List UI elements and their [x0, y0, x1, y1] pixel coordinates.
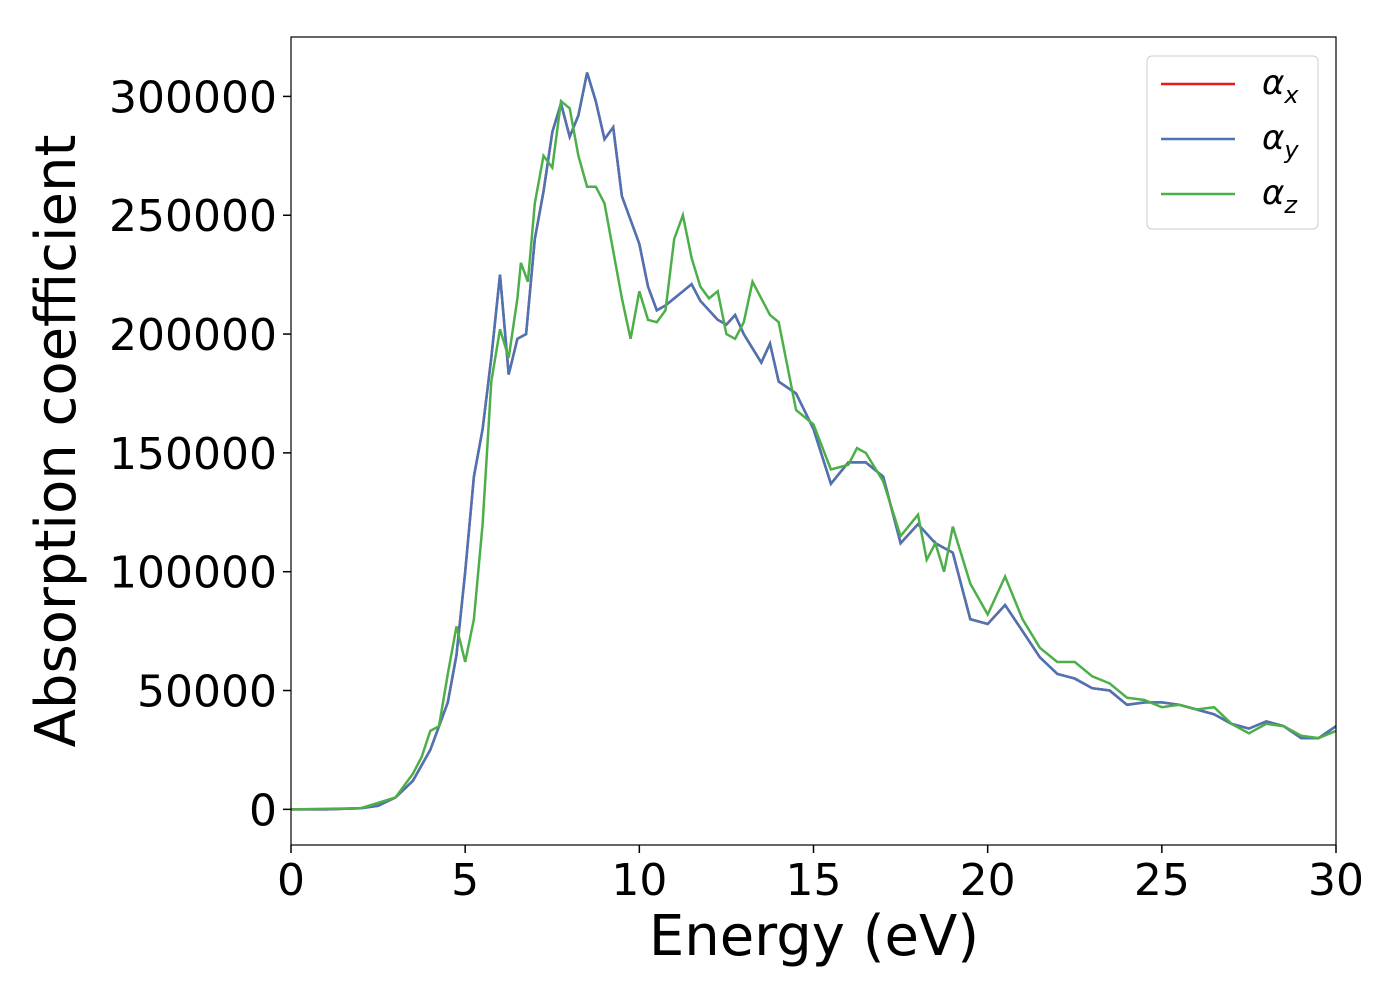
series-line [291, 98, 1336, 811]
x-tick-label: 30 [1308, 855, 1364, 906]
x-axis-label: Energy (eV) [649, 904, 979, 969]
legend-box [1146, 55, 1319, 230]
x-tick-label: 25 [1134, 855, 1190, 906]
x-tick-label: 20 [960, 855, 1016, 906]
y-tick-label: 100000 [109, 548, 277, 599]
x-tick-label: 5 [451, 855, 479, 906]
y-tick-label: 200000 [109, 310, 277, 361]
legend-label: αx [1262, 63, 1299, 109]
legend-label: αy [1262, 118, 1299, 164]
y-tick-label: 150000 [109, 429, 277, 480]
y-tick-label: 300000 [109, 72, 277, 123]
series-line [291, 72, 1336, 811]
y-tick-label: 0 [249, 785, 277, 836]
y-tick-label: 250000 [109, 191, 277, 242]
y-axis-label: Absorption coefficient [24, 135, 89, 748]
y-tick-label: 50000 [137, 667, 277, 718]
plot-frame [290, 36, 1337, 846]
x-tick-label: 15 [786, 855, 842, 906]
x-tick-label: 10 [611, 855, 667, 906]
x-tick-label: 0 [277, 855, 305, 906]
legend-label: αz [1262, 173, 1298, 219]
